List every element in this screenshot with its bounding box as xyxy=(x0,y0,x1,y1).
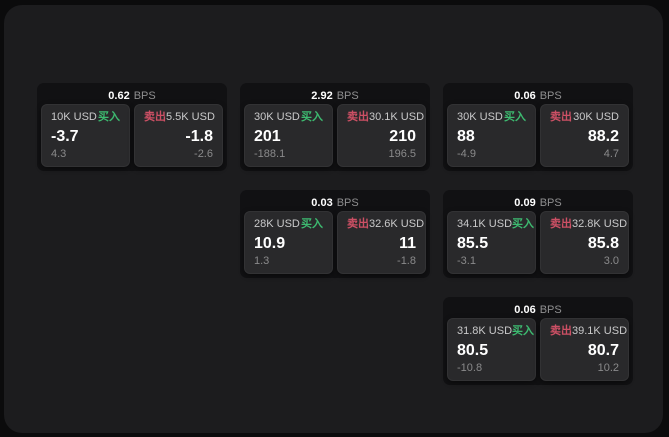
buy-amount: 30K USD xyxy=(254,111,300,123)
quote-card: 0.09 BPS 34.1K USD 买入 85.5 -3.1 卖出 32.8K… xyxy=(443,190,633,278)
card-header: 0.62 BPS xyxy=(41,87,223,104)
buy-amount: 34.1K USD xyxy=(457,218,513,230)
bps-unit-label: BPS xyxy=(539,89,562,102)
card-body: 30K USD 买入 201 -188.1 卖出 30.1K USD 210 1… xyxy=(244,104,426,167)
card-body: 30K USD 买入 88 -4.9 卖出 30K USD 88.2 4.7 xyxy=(447,104,629,167)
bps-unit-label: BPS xyxy=(539,303,562,316)
card-body: 28K USD 买入 10.9 1.3 卖出 32.6K USD 11 -1.8 xyxy=(244,211,426,274)
quote-cards-grid: 0.62 BPS 10K USD 买入 -3.7 4.3 卖出 5.5K USD xyxy=(37,83,633,385)
sell-badge[interactable]: 卖出 xyxy=(144,111,166,123)
sell-badge[interactable]: 卖出 xyxy=(347,218,369,230)
sell-amount: 32.8K USD xyxy=(572,218,628,230)
sell-delta: 4.7 xyxy=(603,148,619,160)
sell-delta: -1.8 xyxy=(397,255,416,267)
buy-amount: 31.8K USD xyxy=(457,325,513,337)
sell-amount: 30.1K USD xyxy=(369,111,425,123)
sell-price: 210 xyxy=(389,127,416,145)
bps-value: 0.09 xyxy=(514,196,536,209)
buy-price: 88 xyxy=(457,127,475,145)
buy-badge[interactable]: 买入 xyxy=(98,111,120,123)
card-header: 0.06 BPS xyxy=(447,301,629,318)
sell-pane[interactable]: 卖出 30.1K USD 210 196.5 xyxy=(337,104,426,167)
card-body: 34.1K USD 买入 85.5 -3.1 卖出 32.8K USD 85.8… xyxy=(447,211,629,274)
buy-pane[interactable]: 10K USD 买入 -3.7 4.3 xyxy=(41,104,130,167)
sell-delta: 196.5 xyxy=(388,148,416,160)
buy-pane[interactable]: 31.8K USD 买入 80.5 -10.8 xyxy=(447,318,536,381)
sell-price: 85.8 xyxy=(587,234,619,252)
buy-price: 85.5 xyxy=(457,234,489,252)
card-header: 0.06 BPS xyxy=(447,87,629,104)
card-header: 0.09 BPS xyxy=(447,194,629,211)
sell-pane[interactable]: 卖出 39.1K USD 80.7 10.2 xyxy=(540,318,629,381)
sell-pane[interactable]: 卖出 30K USD 88.2 4.7 xyxy=(540,104,629,167)
card-body: 31.8K USD 买入 80.5 -10.8 卖出 39.1K USD 80.… xyxy=(447,318,629,381)
buy-price: 80.5 xyxy=(457,341,489,359)
bps-value: 2.92 xyxy=(311,89,333,102)
sell-badge[interactable]: 卖出 xyxy=(550,111,572,123)
quote-card: 0.03 BPS 28K USD 买入 10.9 1.3 卖出 32.6K US… xyxy=(240,190,430,278)
sell-amount: 5.5K USD xyxy=(166,111,215,123)
buy-badge[interactable]: 买入 xyxy=(512,325,535,337)
bps-value: 0.62 xyxy=(108,89,130,102)
buy-delta: -188.1 xyxy=(254,148,286,160)
buy-delta: 1.3 xyxy=(254,255,270,267)
sell-badge[interactable]: 卖出 xyxy=(347,111,369,123)
quote-card: 0.06 BPS 30K USD 买入 88 -4.9 卖出 30K USD xyxy=(443,83,633,171)
sell-delta: 3.0 xyxy=(603,255,619,267)
buy-price: 10.9 xyxy=(254,234,286,252)
sell-amount: 30K USD xyxy=(573,111,619,123)
card-body: 10K USD 买入 -3.7 4.3 卖出 5.5K USD -1.8 -2.… xyxy=(41,104,223,167)
buy-badge[interactable]: 买入 xyxy=(504,111,526,123)
buy-pane[interactable]: 30K USD 买入 201 -188.1 xyxy=(244,104,333,167)
buy-badge[interactable]: 买入 xyxy=(301,218,323,230)
bps-unit-label: BPS xyxy=(539,196,562,209)
quote-card: 0.06 BPS 31.8K USD 买入 80.5 -10.8 卖出 39.1… xyxy=(443,297,633,385)
quote-card: 0.62 BPS 10K USD 买入 -3.7 4.3 卖出 5.5K USD xyxy=(37,83,227,171)
bps-value: 0.06 xyxy=(514,303,536,316)
trading-panel: 0.62 BPS 10K USD 买入 -3.7 4.3 卖出 5.5K USD xyxy=(4,5,663,433)
buy-pane[interactable]: 28K USD 买入 10.9 1.3 xyxy=(244,211,333,274)
buy-badge[interactable]: 买入 xyxy=(512,218,535,230)
sell-badge[interactable]: 卖出 xyxy=(550,218,572,230)
buy-delta: -10.8 xyxy=(457,362,483,374)
sell-price: 80.7 xyxy=(587,341,619,359)
sell-pane[interactable]: 卖出 5.5K USD -1.8 -2.6 xyxy=(134,104,223,167)
buy-amount: 10K USD xyxy=(51,111,97,123)
sell-delta: -2.6 xyxy=(194,148,213,160)
sell-amount: 32.6K USD xyxy=(369,218,425,230)
buy-delta: 4.3 xyxy=(51,148,67,160)
buy-amount: 30K USD xyxy=(457,111,503,123)
card-header: 2.92 BPS xyxy=(244,87,426,104)
buy-delta: -4.9 xyxy=(457,148,476,160)
bps-unit-label: BPS xyxy=(336,196,359,209)
sell-badge[interactable]: 卖出 xyxy=(550,325,572,337)
bps-value: 0.03 xyxy=(311,196,333,209)
sell-price: -1.8 xyxy=(185,127,213,145)
bps-unit-label: BPS xyxy=(336,89,359,102)
sell-pane[interactable]: 卖出 32.8K USD 85.8 3.0 xyxy=(540,211,629,274)
buy-price: 201 xyxy=(254,127,281,145)
sell-price: 88.2 xyxy=(587,127,619,145)
quote-card: 2.92 BPS 30K USD 买入 201 -188.1 卖出 30.1K … xyxy=(240,83,430,171)
card-header: 0.03 BPS xyxy=(244,194,426,211)
sell-pane[interactable]: 卖出 32.6K USD 11 -1.8 xyxy=(337,211,426,274)
bps-value: 0.06 xyxy=(514,89,536,102)
buy-badge[interactable]: 买入 xyxy=(301,111,323,123)
buy-amount: 28K USD xyxy=(254,218,300,230)
sell-price: 11 xyxy=(399,234,416,252)
sell-delta: 10.2 xyxy=(597,362,619,374)
buy-price: -3.7 xyxy=(51,127,79,145)
buy-delta: -3.1 xyxy=(457,255,476,267)
buy-pane[interactable]: 34.1K USD 买入 85.5 -3.1 xyxy=(447,211,536,274)
bps-unit-label: BPS xyxy=(133,89,156,102)
buy-pane[interactable]: 30K USD 买入 88 -4.9 xyxy=(447,104,536,167)
sell-amount: 39.1K USD xyxy=(572,325,628,337)
